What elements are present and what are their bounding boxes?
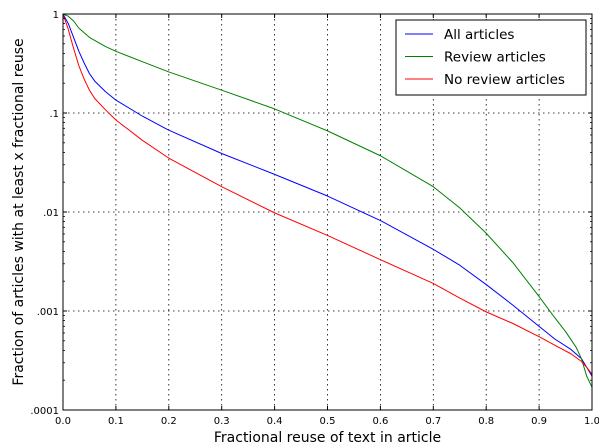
x-axis-label: Fractional reuse of text in article [214,430,441,445]
legend-label: No review articles [444,72,565,88]
series-line-all-articles [62,13,593,377]
legend-box [395,19,587,96]
series-line-no-review-articles [62,13,593,375]
x-tick-label: 0.8 [478,416,494,427]
x-tick-label: 0.4 [267,416,283,427]
legend: All articles Review articles No review art… [395,19,587,96]
x-tick-label: 0.7 [425,416,441,427]
series-lines [62,13,593,388]
x-tick-label: 0.1 [108,416,124,427]
y-axis-ticks: 1 .1 .01 .001 .0001 [30,10,592,417]
y-axis-label: Fraction of articles with at least x fra… [11,38,27,385]
legend-label: Review articles [444,50,546,66]
y-tick-label: .01 [43,208,59,219]
x-axis-ticks: 0.0 0.1 0.2 0.3 0.4 0.5 0.6 0.7 0.8 0.9 1.0 [55,14,599,427]
y-tick-label: .0001 [30,406,59,417]
x-tick-label: 0.6 [372,416,388,427]
x-tick-label: 0.5 [320,416,336,427]
x-tick-label: 0.3 [214,416,230,427]
x-tick-label: 0.2 [161,416,177,427]
y-tick-label: .001 [37,307,59,318]
x-tick-label: 0.0 [55,416,71,427]
legend-label: All articles [444,27,514,43]
x-tick-label: 1.0 [584,416,599,427]
y-tick-label: .1 [49,109,59,120]
y-tick-label: 1 [53,10,59,21]
x-tick-label: 0.9 [531,416,547,427]
series-line-review-articles [62,13,593,388]
